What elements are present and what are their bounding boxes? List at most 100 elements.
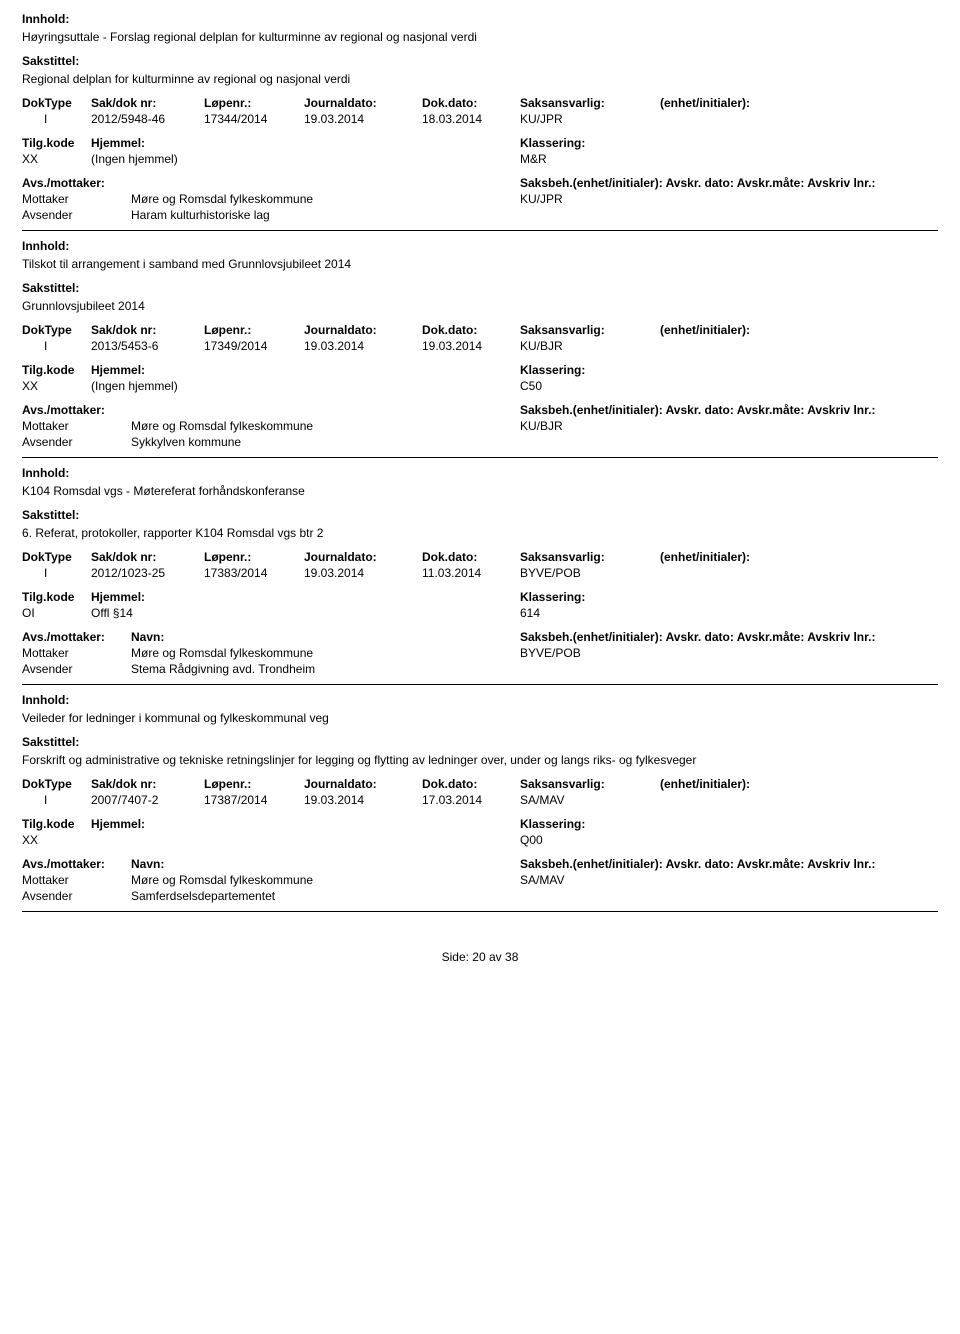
sakstittel-label: Sakstittel: [22, 735, 938, 749]
avsmottaker-header: Avs./mottaker: [22, 403, 131, 417]
saksansvarlig-header: Saksansvarlig: [520, 323, 660, 337]
meta-data-row: I2007/7407-217387/201419.03.201417.03.20… [22, 793, 938, 807]
tilg-data-row: OIOffl §14614 [22, 606, 938, 620]
mottaker-init: BYVE/POB [520, 646, 581, 660]
record-separator [22, 911, 938, 912]
saknr-value: 2012/5948-46 [91, 112, 204, 126]
lopenr-header: Løpenr.: [204, 777, 304, 791]
saksansvarlig-value: KU/BJR [520, 339, 660, 353]
doktype-value: I [22, 793, 91, 807]
mottaker-label: Mottaker [22, 873, 131, 887]
enhet-header: (enhet/initialer): [660, 777, 750, 791]
avsender-name: Stema Rådgivning avd. Trondheim [131, 662, 520, 676]
saknr-header: Sak/dok nr: [91, 777, 204, 791]
saknr-header: Sak/dok nr: [91, 96, 204, 110]
dokdato-header: Dok.dato: [422, 323, 520, 337]
avsender-name: Sykkylven kommune [131, 435, 520, 449]
lopenr-value: 17383/2014 [204, 566, 304, 580]
page-prefix: Side: [442, 950, 469, 964]
avsender-label: Avsender [22, 662, 131, 676]
lopenr-header: Løpenr.: [204, 550, 304, 564]
tilgkode-header: Tilg.kode [22, 136, 91, 150]
klassering-header: Klassering: [520, 817, 585, 831]
meta-header-row: DokTypeSak/dok nr:Løpenr.:Journaldato:Do… [22, 550, 938, 564]
record: Innhold:Tilskot til arrangement i samban… [22, 239, 938, 458]
meta-data-row: I2013/5453-617349/201419.03.201419.03.20… [22, 339, 938, 353]
tilgkode-header: Tilg.kode [22, 590, 91, 604]
mottaker-init: KU/JPR [520, 192, 563, 206]
tilg-header-row: Tilg.kodeHjemmel:Klassering: [22, 817, 938, 831]
tilg-data-row: XX(Ingen hjemmel)M&R [22, 152, 938, 166]
tilgkode-value: OI [22, 606, 91, 620]
meta-header-row: DokTypeSak/dok nr:Løpenr.:Journaldato:Do… [22, 777, 938, 791]
navn-header-empty [131, 176, 520, 190]
dokdato-value: 11.03.2014 [422, 566, 520, 580]
innhold-label: Innhold: [22, 693, 938, 707]
enhet-header: (enhet/initialer): [660, 323, 750, 337]
tilg-header-row: Tilg.kodeHjemmel:Klassering: [22, 590, 938, 604]
dokdato-header: Dok.dato: [422, 550, 520, 564]
klassering-header: Klassering: [520, 590, 585, 604]
doktype-header: DokType [22, 777, 91, 791]
sakstittel-label: Sakstittel: [22, 54, 938, 68]
mottaker-row: MottakerMøre og Romsdal fylkeskommuneKU/… [22, 419, 938, 433]
sakstittel-text: 6. Referat, protokoller, rapporter K104 … [22, 526, 938, 540]
avsender-name: Samferdselsdepartementet [131, 889, 520, 903]
tilgkode-header: Tilg.kode [22, 817, 91, 831]
navn-header: Navn: [131, 857, 520, 871]
mottaker-init: KU/BJR [520, 419, 563, 433]
journaldato-value: 19.03.2014 [304, 793, 422, 807]
innhold-text: Høyringsuttale - Forslag regional delpla… [22, 30, 938, 44]
enhet-header: (enhet/initialer): [660, 96, 750, 110]
sakstittel-text: Grunnlovsjubileet 2014 [22, 299, 938, 313]
klassering-header: Klassering: [520, 136, 585, 150]
saksansvarlig-value: SA/MAV [520, 793, 660, 807]
hjemmel-value: Offl §14 [91, 606, 520, 620]
saknr-header: Sak/dok nr: [91, 323, 204, 337]
mottaker-name: Møre og Romsdal fylkeskommune [131, 192, 520, 206]
doktype-value: I [22, 339, 91, 353]
doktype-header: DokType [22, 550, 91, 564]
sakstittel-label: Sakstittel: [22, 281, 938, 295]
hjemmel-header: Hjemmel: [91, 590, 520, 604]
avsender-label: Avsender [22, 435, 131, 449]
journaldato-value: 19.03.2014 [304, 339, 422, 353]
sakstittel-text: Regional delplan for kulturminne av regi… [22, 72, 938, 86]
tilgkode-value: XX [22, 833, 91, 847]
saksansvarlig-value: KU/JPR [520, 112, 660, 126]
sakstittel-label: Sakstittel: [22, 508, 938, 522]
enhet-header: (enhet/initialer): [660, 550, 750, 564]
klassering-value: Q00 [520, 833, 543, 847]
innhold-label: Innhold: [22, 12, 938, 26]
page-sep: av [489, 950, 502, 964]
saksbeh-header: Saksbeh.(enhet/initialer): Avskr. dato: … [520, 403, 875, 417]
klassering-value: M&R [520, 152, 547, 166]
tilg-data-row: XX Q00 [22, 833, 938, 847]
tilgkode-value: XX [22, 379, 91, 393]
dokdato-value: 18.03.2014 [422, 112, 520, 126]
innhold-label: Innhold: [22, 466, 938, 480]
avs-header-row: Avs./mottaker:Navn:Saksbeh.(enhet/initia… [22, 630, 938, 644]
avsender-row: AvsenderSamferdselsdepartementet [22, 889, 938, 903]
journaldato-header: Journaldato: [304, 550, 422, 564]
avsender-row: AvsenderStema Rådgivning avd. Trondheim [22, 662, 938, 676]
mottaker-label: Mottaker [22, 419, 131, 433]
mottaker-name: Møre og Romsdal fylkeskommune [131, 873, 520, 887]
lopenr-value: 17344/2014 [204, 112, 304, 126]
record-separator [22, 684, 938, 685]
avsmottaker-header: Avs./mottaker: [22, 630, 131, 644]
saknr-value: 2012/1023-25 [91, 566, 204, 580]
saksbeh-header: Saksbeh.(enhet/initialer): Avskr. dato: … [520, 176, 875, 190]
innhold-text: K104 Romsdal vgs - Møtereferat forhåndsk… [22, 484, 938, 498]
page-total: 38 [505, 950, 518, 964]
avsender-row: AvsenderSykkylven kommune [22, 435, 938, 449]
dokdato-value: 17.03.2014 [422, 793, 520, 807]
tilg-data-row: XX(Ingen hjemmel)C50 [22, 379, 938, 393]
hjemmel-header: Hjemmel: [91, 363, 520, 377]
avsender-label: Avsender [22, 889, 131, 903]
innhold-label: Innhold: [22, 239, 938, 253]
mottaker-label: Mottaker [22, 646, 131, 660]
meta-header-row: DokTypeSak/dok nr:Løpenr.:Journaldato:Do… [22, 323, 938, 337]
record: Innhold: Høyringsuttale - Forslag regiona… [22, 12, 938, 231]
hjemmel-value [91, 833, 520, 847]
